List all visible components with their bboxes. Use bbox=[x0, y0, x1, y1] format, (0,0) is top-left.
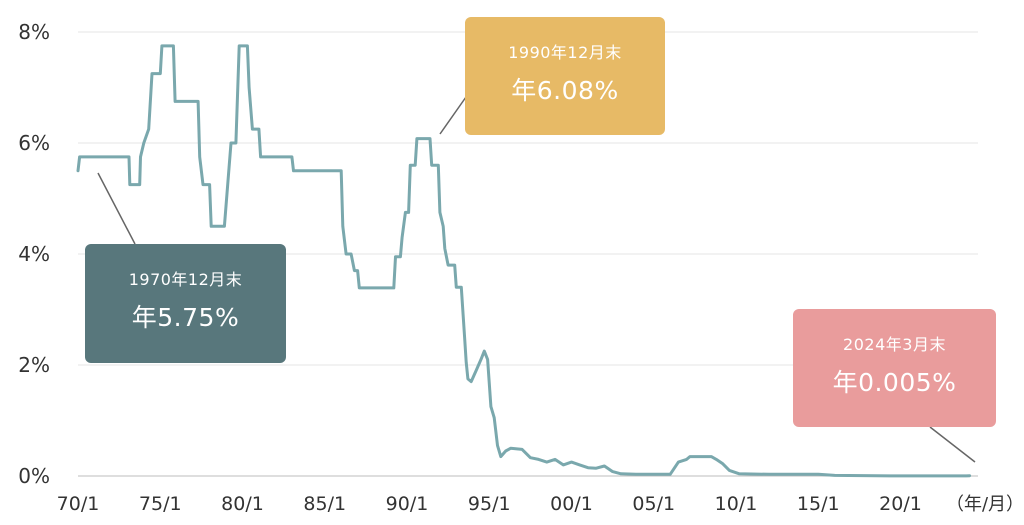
x-tick-label-2015: 15/1 bbox=[797, 493, 840, 515]
x-tick-label-2000: 00/1 bbox=[550, 493, 593, 515]
x-tick-label-2005: 05/1 bbox=[632, 493, 675, 515]
y-tick-label-6: 6% bbox=[18, 131, 50, 155]
callout-2024: 2024年3月末 年0.005% bbox=[793, 309, 996, 427]
x-tick-label-1975: 75/1 bbox=[139, 493, 182, 515]
callout-1990-date: 1990年12月末 bbox=[508, 43, 622, 62]
x-tick-label-1990: 90/1 bbox=[386, 493, 429, 515]
y-axis-ticks: 0% 2% 4% 6% 8% bbox=[18, 20, 50, 488]
callout-1970: 1970年12月末 年5.75% bbox=[85, 244, 286, 363]
series-line-0 bbox=[76, 44, 972, 478]
x-tick-label-2010: 10/1 bbox=[715, 493, 758, 515]
callout-1990: 1990年12月末 年6.08% bbox=[465, 17, 665, 135]
line-layer bbox=[76, 44, 972, 478]
y-tick-label-2: 2% bbox=[18, 353, 50, 377]
callout-1970-value: 年5.75% bbox=[131, 303, 240, 332]
y-tick-label-4: 4% bbox=[18, 242, 50, 266]
callout-1970-date: 1970年12月末 bbox=[128, 270, 243, 289]
x-tick-label-1985: 85/1 bbox=[303, 493, 346, 515]
x-tick-label-1980: 80/1 bbox=[221, 493, 264, 515]
annotation-connector-1 bbox=[439, 96, 467, 135]
x-tick-label-1970: 70/1 bbox=[57, 493, 100, 515]
x-axis-ticks: 70/1 75/1 80/1 85/1 90/1 95/1 00/1 05/1 10/1 15/1… bbox=[57, 493, 1024, 515]
y-tick-label-8: 8% bbox=[18, 20, 50, 44]
callout-2024-date: 2024年3月末 bbox=[843, 335, 946, 354]
x-axis-unit-label: （年/月） bbox=[946, 494, 1024, 515]
annotation-connector-2 bbox=[929, 426, 976, 463]
x-tick-label-2020: 20/1 bbox=[879, 493, 922, 515]
callout-2024-value: 年0.005% bbox=[832, 368, 957, 397]
x-tick-label-1995: 95/1 bbox=[468, 493, 511, 515]
y-tick-label-0: 0% bbox=[18, 464, 50, 488]
connector-layer bbox=[97, 96, 976, 463]
callout-1990-value: 年6.08% bbox=[511, 76, 619, 105]
annotation-connector-0 bbox=[97, 172, 136, 245]
